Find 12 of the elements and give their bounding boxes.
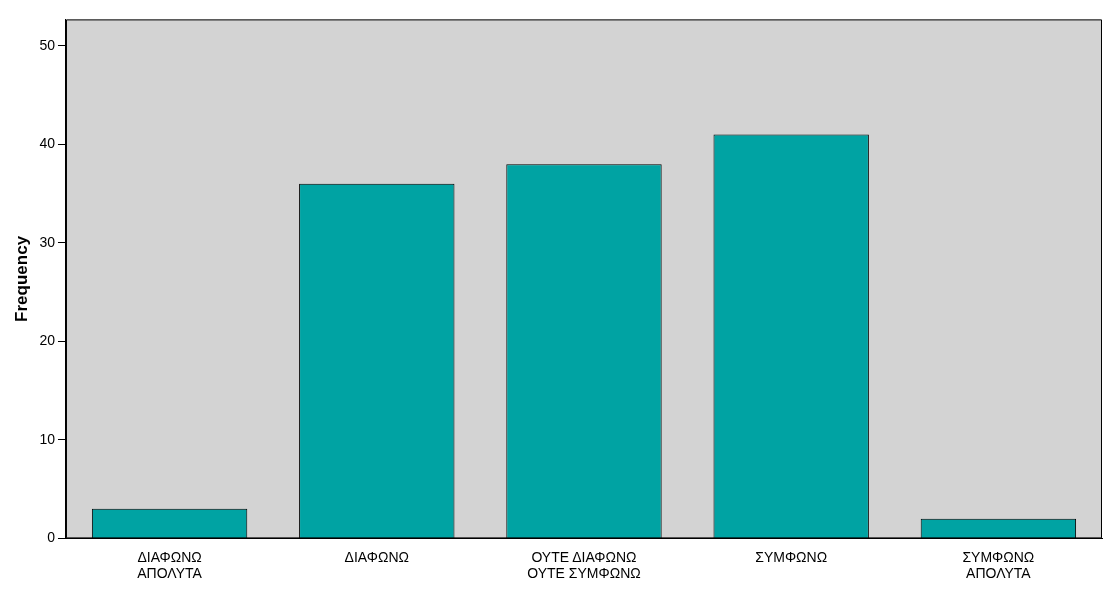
- x-tick-label: ΟΥΤΕ ΔΙΑΦΩΝΩ ΟΥΤΕ ΣΥΜΦΩΝΩ: [527, 548, 641, 582]
- x-tick-label: ΔΙΑΦΩΝΩ: [344, 548, 409, 565]
- x-tick-label: ΣΥΜΦΩΝΩ: [755, 548, 828, 565]
- y-tick-label: 20: [39, 332, 56, 349]
- x-tick-label: ΔΙΑΦΩΝΩ ΑΠΟΛΥΤΑ: [137, 548, 203, 582]
- y-axis-title: Frequency: [11, 235, 31, 322]
- y-tick-label: 0: [47, 529, 56, 546]
- y-tick-label: 30: [39, 233, 56, 250]
- y-tick-label: 50: [39, 36, 56, 53]
- y-tick-label: 40: [39, 135, 56, 152]
- y-tick-label: 10: [39, 430, 56, 447]
- x-tick-label: ΣΥΜΦΩΝΩ ΑΠΟΛΥΤΑ: [962, 548, 1035, 582]
